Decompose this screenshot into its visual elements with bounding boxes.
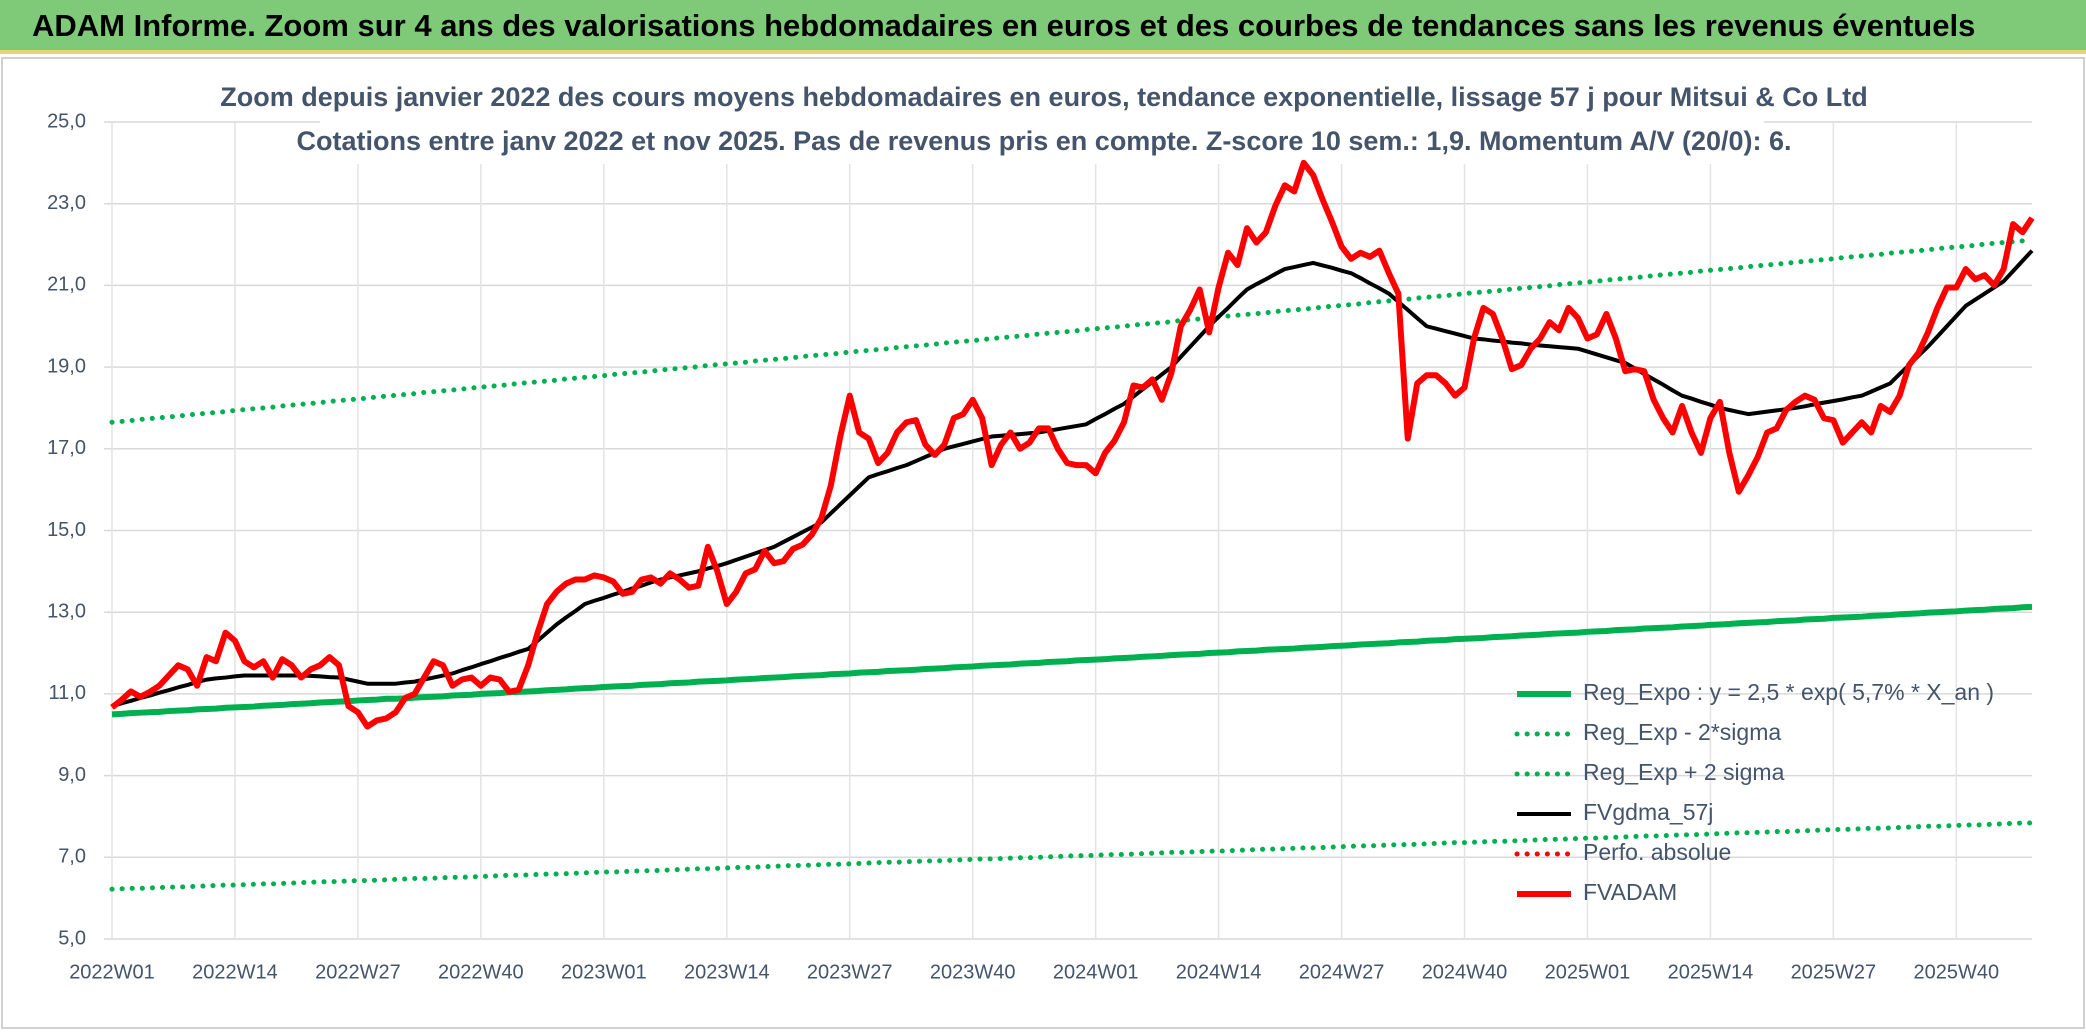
x-tick-label: 2023W40 [930,961,1016,983]
title-box [320,78,1764,164]
legend-label: Reg_Expo : y = 2,5 * exp( 5,7% * X_an ) [1583,679,1994,705]
banner-bg [0,0,2086,54]
legend-label: Perfo. absolue [1583,839,1731,865]
x-tick-label: 2024W01 [1053,961,1139,983]
legend-label: FVgdma_57j [1583,799,1713,825]
y-tick-label: 13,0 [47,600,86,622]
y-tick-label: 15,0 [47,519,86,541]
x-tick-label: 2022W01 [69,961,155,983]
series-line [109,820,2035,892]
y-tick-label: 21,0 [47,274,86,296]
x-tick-label: 2024W40 [1422,961,1508,983]
banner-edge [0,50,2086,54]
x-tick-label: 2025W40 [1914,961,2000,983]
legend-label: FVADAM [1583,879,1677,905]
y-tick-label: 9,0 [58,764,86,786]
chart-title: Zoom depuis janvier 2022 des cours moyen… [220,82,1867,112]
banner-title: ADAM Informe. Zoom sur 4 ans des valoris… [32,8,1975,43]
x-tick-label: 2023W14 [684,961,770,983]
y-tick-label: 19,0 [47,355,86,377]
y-tick-label: 5,0 [58,927,86,949]
x-tick-label: 2022W40 [438,961,524,983]
x-tick-label: 2022W27 [315,961,401,983]
chart-frame [1,57,2085,1029]
y-tick-label: 25,0 [47,110,86,132]
x-tick-label: 2025W27 [1791,961,1877,983]
series-line [111,603,2033,718]
x-tick-label: 2023W01 [561,961,647,983]
y-tick-label: 17,0 [47,437,86,459]
x-tick-label: 2024W14 [1176,961,1262,983]
series-line [111,249,2034,709]
x-tick-label: 2024W27 [1299,961,1385,983]
x-tick-label: 2025W14 [1668,961,1754,983]
y-tick-label: 11,0 [49,682,86,704]
x-tick-label: 2025W01 [1545,961,1631,983]
series-line [109,237,2035,425]
y-tick-label: 7,0 [58,846,86,868]
legend-label: Reg_Exp + 2 sigma [1583,759,1785,785]
chart-subtitle: Cotations entre janv 2022 et nov 2025. P… [296,126,1791,156]
y-tick-label: 23,0 [47,192,86,214]
x-tick-label: 2023W27 [807,961,893,983]
legend-label: Reg_Exp - 2*sigma [1583,719,1781,745]
x-tick-label: 2022W14 [192,961,278,983]
series-line [110,159,2035,730]
